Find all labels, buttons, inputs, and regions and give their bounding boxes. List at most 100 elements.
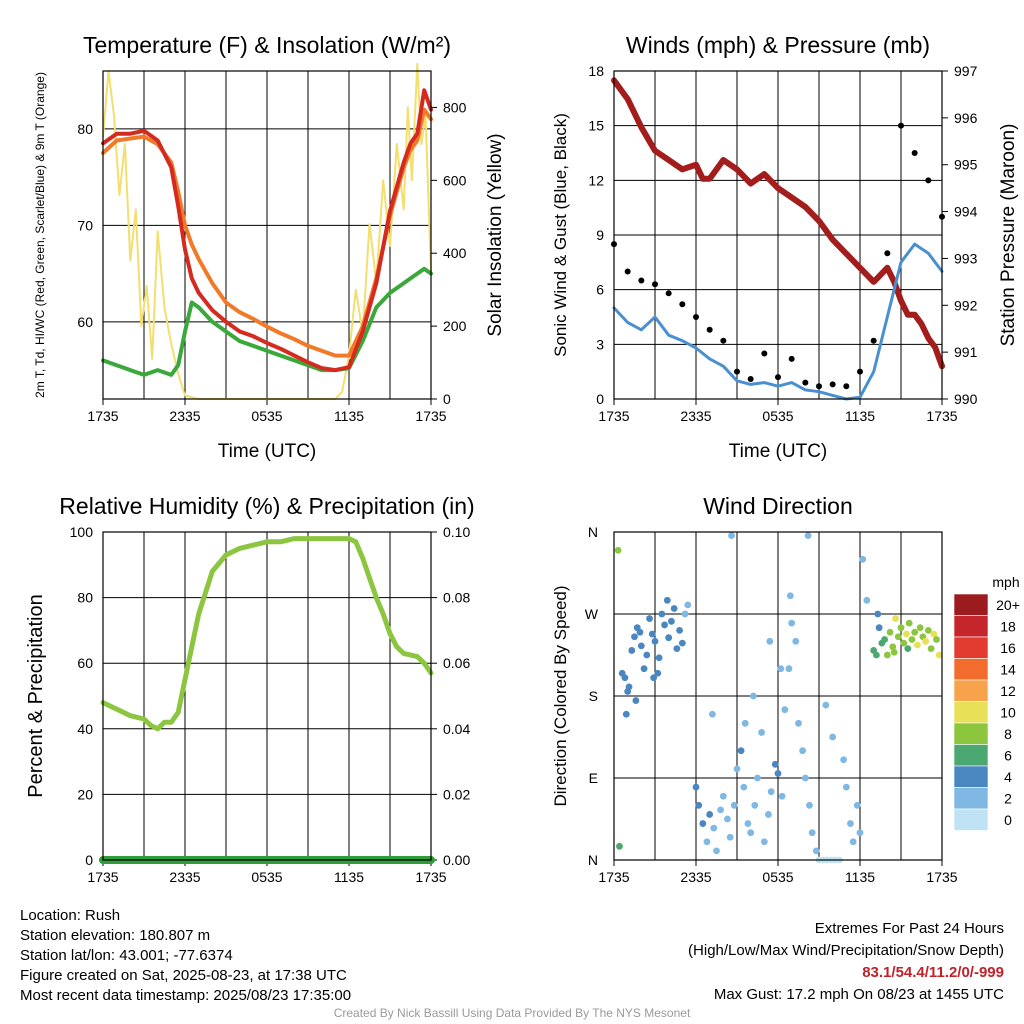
direction-point <box>808 829 816 837</box>
gust-point <box>802 379 809 386</box>
y-tick-label-left: N <box>588 524 598 540</box>
gust-point <box>761 350 768 357</box>
direction-point <box>927 645 935 653</box>
legend-label: 14 <box>1000 662 1016 678</box>
direction-point <box>767 788 775 796</box>
direction-point <box>804 532 812 540</box>
gust-point <box>843 383 850 390</box>
direction-point <box>935 651 943 659</box>
direction-point <box>741 719 749 727</box>
legend-swatch <box>953 701 989 724</box>
credit-line: Created By Nick Bassill Using Data Provi… <box>333 1006 691 1020</box>
max-gust: Max Gust: 17.2 mph On 08/23 at 1455 UTC <box>713 986 1004 1003</box>
direction-point <box>788 619 796 627</box>
direction-point <box>624 688 632 695</box>
extremes-values: 83.1/54.4/11.2/0/-999 <box>862 964 1004 981</box>
direction-point <box>650 674 658 682</box>
x-tick-label: 1735 <box>415 408 446 424</box>
y-axis-label-left: Direction (Colored By Speed) <box>551 585 570 806</box>
y-tick-label-left: 3 <box>596 336 604 352</box>
legend-label: 16 <box>1000 640 1016 656</box>
direction-point <box>801 774 809 782</box>
direction-point <box>914 641 921 649</box>
direction-point <box>706 811 714 818</box>
direction-point <box>678 639 686 647</box>
direction-point <box>930 630 938 638</box>
gust-point <box>898 122 904 129</box>
y-tick-label-right: 200 <box>443 318 467 334</box>
direction-point <box>774 770 782 777</box>
direction-point <box>733 765 741 773</box>
direction-point <box>822 701 830 709</box>
y-tick-label-right: 0 <box>443 391 451 407</box>
x-tick-label: 1135 <box>334 408 364 424</box>
direction-point <box>886 628 894 636</box>
direction-point <box>636 628 644 636</box>
legend-swatch <box>953 787 989 810</box>
gust-point <box>638 277 645 284</box>
direction-point <box>665 634 673 642</box>
direction-point <box>874 610 882 618</box>
x-tick-label: 1135 <box>845 869 875 885</box>
direction-point <box>684 601 692 609</box>
direction-point <box>648 630 656 638</box>
y-tick-label-right: 0.02 <box>443 786 470 802</box>
plot-frame <box>613 531 943 861</box>
direction-point <box>622 710 630 718</box>
y-tick-label-right: 0.00 <box>443 852 470 868</box>
direction-point <box>889 643 897 651</box>
y-tick-label-left: W <box>585 606 599 622</box>
direction-point <box>744 820 752 827</box>
direction-point <box>710 824 718 832</box>
direction-point <box>785 665 793 673</box>
direction-point <box>640 665 648 673</box>
direction-point <box>655 654 663 662</box>
figure-created: Figure created on Sat, 2025-08-23, at 17… <box>20 967 347 984</box>
series-line <box>101 266 433 377</box>
y-tick-label-left: 0 <box>85 852 93 868</box>
direction-point <box>628 647 636 654</box>
y-tick-label-left: 60 <box>77 655 93 671</box>
gust-point <box>747 375 754 382</box>
plot-frame <box>102 70 432 400</box>
direction-point <box>670 605 678 612</box>
direction-point <box>713 847 720 855</box>
direction-point <box>618 669 626 677</box>
y-tick-label-left: 40 <box>77 721 93 737</box>
legend-swatch <box>953 636 989 659</box>
direction-point <box>863 596 871 604</box>
x-tick-label: 1735 <box>598 408 629 424</box>
direction-point <box>676 627 683 634</box>
y-tick-label-right: 997 <box>954 63 978 79</box>
chart-title: Wind Direction <box>703 493 853 519</box>
direction-point <box>806 801 813 809</box>
x-tick-label: 2335 <box>680 408 711 424</box>
direction-point <box>908 636 916 643</box>
x-tick-label: 1735 <box>87 408 118 424</box>
series-line <box>100 536 434 732</box>
gust-point <box>775 374 781 381</box>
gust-point <box>665 290 672 297</box>
station-elevation: Station elevation: 180.807 m <box>20 927 211 944</box>
legend-swatch <box>953 593 989 616</box>
extremes-block: Extremes For Past 24 Hours (High/Low/Max… <box>688 918 1004 1006</box>
legend-swatch <box>953 765 989 788</box>
direction-point <box>781 706 789 714</box>
legend-swatch <box>953 658 989 681</box>
legend-swatch <box>953 615 989 638</box>
extremes-description: (High/Low/Max Wind/Precipitation/Snow De… <box>688 942 1004 959</box>
panel-2: Winds (mph) & Pressure (mb) 1735 2335 0535 1… <box>551 32 1019 462</box>
gust-point <box>693 314 699 320</box>
direction-point <box>890 648 898 656</box>
y-tick-label-left: 9 <box>596 227 604 243</box>
extremes-title: Extremes For Past 24 Hours <box>814 920 1004 937</box>
y-tick-label-right: 0.06 <box>443 655 470 671</box>
direction-point <box>786 592 794 600</box>
y-axis-label-right: Solar Insolation (Yellow) <box>485 133 506 336</box>
direction-point <box>856 829 864 837</box>
direction-point <box>771 760 779 768</box>
legend-swatch <box>953 722 989 745</box>
gust-point <box>624 268 631 275</box>
